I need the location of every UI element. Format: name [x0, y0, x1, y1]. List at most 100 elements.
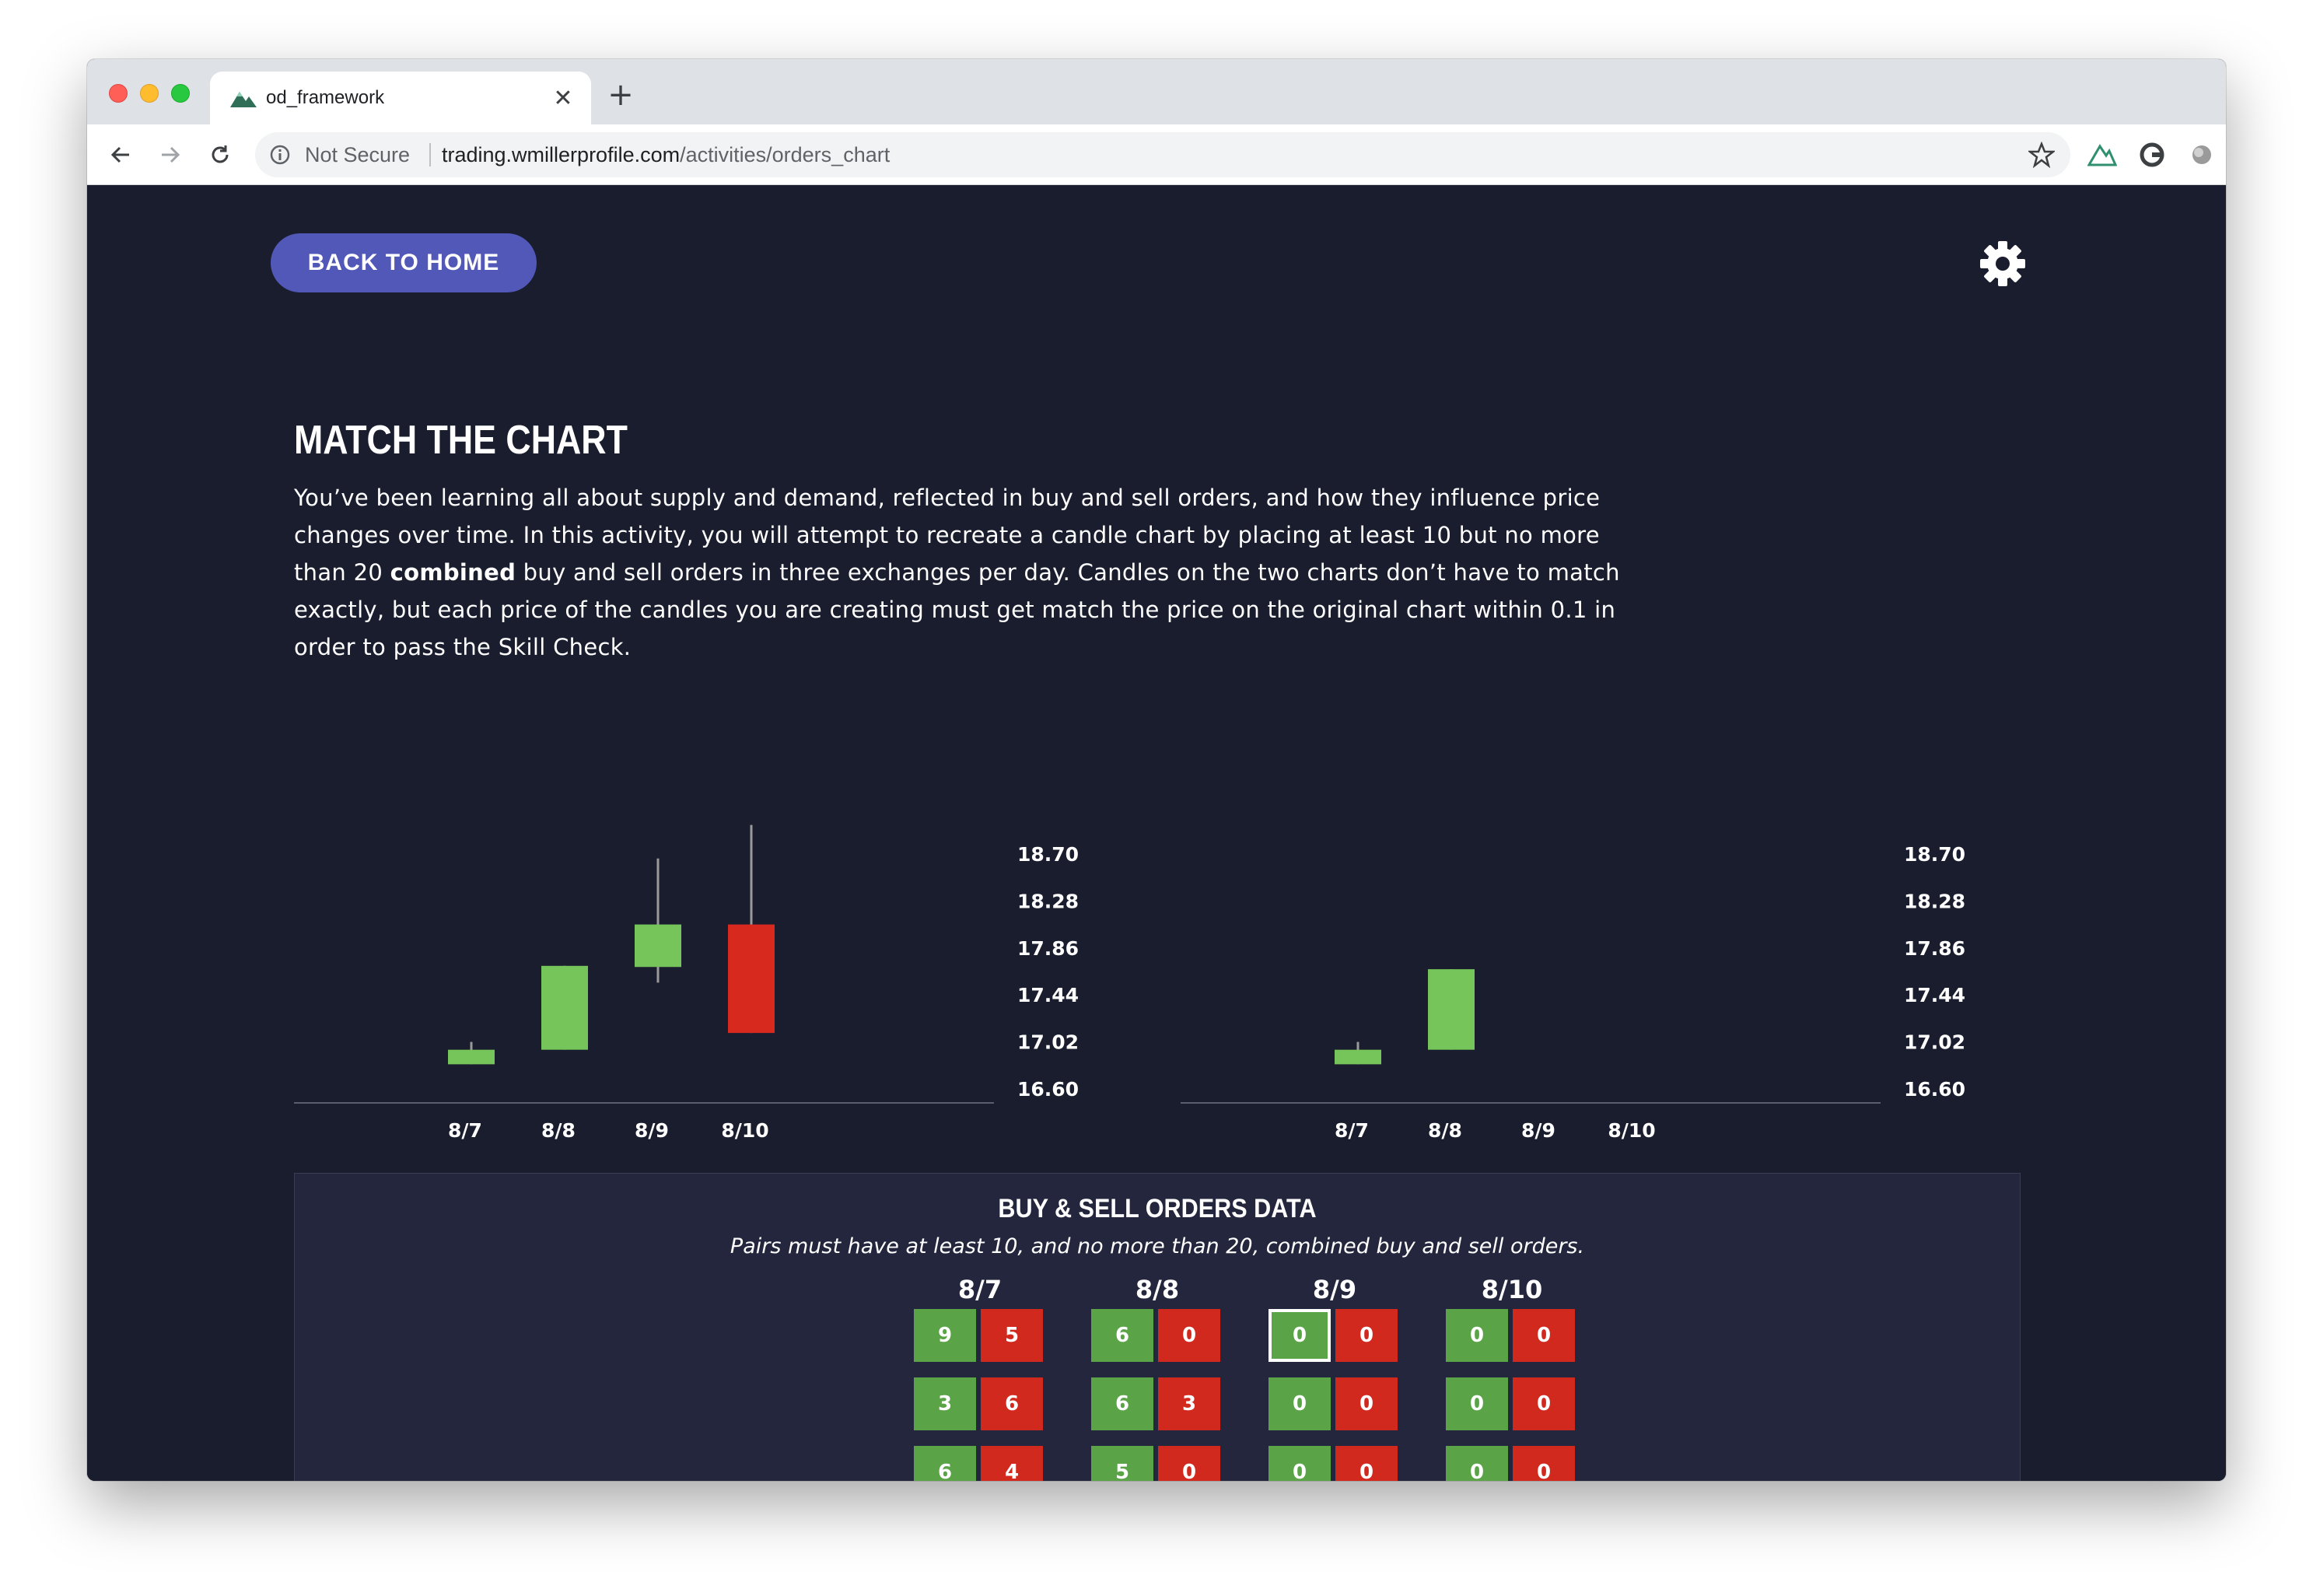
x-tick-label: 8/9 — [635, 1119, 669, 1142]
buy-input[interactable]: 6 — [1091, 1309, 1153, 1362]
tab-strip: od_framework ✕ + — [87, 59, 2226, 124]
back-to-home-button[interactable]: BACK TO HOME — [271, 233, 537, 292]
buy-input[interactable]: 0 — [1446, 1446, 1508, 1481]
sell-input[interactable]: 4 — [981, 1446, 1043, 1481]
sell-input[interactable]: 3 — [1158, 1377, 1220, 1430]
up-candle — [541, 965, 588, 1050]
zoom-window-icon[interactable] — [171, 84, 190, 103]
forward-arrow-icon[interactable] — [152, 137, 188, 173]
sell-input[interactable]: 0 — [1158, 1446, 1220, 1481]
y-tick-label: 18.28 — [1904, 890, 1965, 912]
address-bar[interactable]: Not Secure trading.wmillerprofile.com/ac… — [255, 132, 2070, 177]
browser-tab[interactable]: od_framework ✕ — [210, 72, 591, 124]
x-tick-label: 8/10 — [721, 1119, 768, 1142]
x-tick-label: 8/10 — [1608, 1119, 1655, 1142]
buy-input[interactable]: 5 — [1091, 1446, 1153, 1481]
sell-input[interactable]: 0 — [1513, 1377, 1575, 1430]
circle-extension-icon[interactable] — [2187, 140, 2217, 170]
page-content: BACK TO HOME MATCH THE CHART You’ve been — [87, 185, 2226, 1481]
sell-input[interactable]: 0 — [1335, 1446, 1398, 1481]
x-tick-label: 8/8 — [541, 1119, 576, 1142]
down-candle — [728, 924, 775, 1034]
y-tick-label: 17.02 — [1904, 1031, 1965, 1054]
not-secure-label: Not Secure — [305, 143, 411, 166]
sell-input[interactable]: 6 — [981, 1377, 1043, 1430]
buy-input[interactable]: 6 — [914, 1446, 976, 1481]
intro-text-1: You’ve been learning all about supply an… — [294, 485, 1601, 586]
intro-paragraph: You’ve been learning all about supply an… — [294, 479, 1632, 666]
gear-icon[interactable] — [1979, 240, 2027, 288]
g-extension-icon[interactable] — [2137, 140, 2167, 170]
y-tick-label: 17.86 — [1904, 937, 1965, 960]
back-arrow-icon[interactable] — [103, 137, 138, 173]
buy-input[interactable]: 0 — [1268, 1446, 1331, 1481]
sell-input[interactable]: 0 — [1513, 1309, 1575, 1362]
buy-input[interactable]: 0 — [1268, 1377, 1331, 1430]
tab-title: od_framework — [266, 87, 385, 108]
buy-input[interactable]: 9 — [914, 1309, 976, 1362]
info-icon[interactable] — [269, 144, 291, 166]
url-host: trading.wmillerprofile.com — [442, 143, 681, 166]
y-tick-label: 16.60 — [1904, 1078, 1965, 1101]
y-tick-label: 18.70 — [1904, 843, 1965, 866]
address-separator — [429, 143, 431, 166]
buy-input[interactable]: 0 — [1446, 1377, 1508, 1430]
close-window-icon[interactable] — [109, 84, 128, 103]
mountain-favicon-icon — [230, 92, 257, 107]
y-tick-label: 17.44 — [1017, 984, 1079, 1006]
sell-input[interactable]: 0 — [1158, 1309, 1220, 1362]
minimize-window-icon[interactable] — [140, 84, 159, 103]
sell-input[interactable]: 0 — [1335, 1309, 1398, 1362]
browser-toolbar: Not Secure trading.wmillerprofile.com/ac… — [87, 124, 2226, 185]
buy-input[interactable]: 0 — [1446, 1309, 1508, 1362]
x-tick-label: 8/7 — [448, 1119, 482, 1142]
up-candle — [1335, 1049, 1381, 1065]
original-candle-chart: 18.70 18.28 17.86 17.44 17.02 16.60 8/7 8/8 8/9 8… — [294, 824, 1079, 1142]
url-text[interactable]: trading.wmillerprofile.com/activities/or… — [442, 143, 890, 167]
sell-input[interactable]: 0 — [1335, 1377, 1398, 1430]
up-candle — [1428, 969, 1475, 1050]
orders-title: BUY & SELL ORDERS DATA — [998, 1194, 1317, 1223]
y-tick-label: 18.70 — [1017, 843, 1079, 866]
sell-input[interactable]: 5 — [981, 1309, 1043, 1362]
y-tick-label: 18.28 — [1017, 890, 1079, 912]
reload-icon[interactable] — [202, 137, 238, 173]
tab-close-icon[interactable]: ✕ — [553, 84, 573, 112]
day-label: 8/7 — [957, 1275, 1003, 1304]
new-tab-icon[interactable]: + — [607, 77, 634, 113]
up-candle — [448, 1049, 495, 1065]
y-tick-label: 17.44 — [1904, 984, 1965, 1006]
buy-input[interactable]: 6 — [1091, 1377, 1153, 1430]
buy-input[interactable]: 0 — [1268, 1309, 1331, 1362]
y-tick-label: 17.86 — [1017, 937, 1079, 960]
day-label: 8/10 — [1481, 1275, 1543, 1304]
browser-window: od_framework ✕ + Not Secure trading.wmil… — [87, 59, 2226, 1481]
x-tick-label: 8/8 — [1428, 1119, 1462, 1142]
url-path: /activities/orders_chart — [680, 143, 891, 166]
buy-input[interactable]: 3 — [914, 1377, 976, 1430]
bookmark-star-icon[interactable] — [2028, 142, 2055, 168]
recreated-candle-chart: 18.70 18.28 17.86 17.44 17.02 16.60 8/7 8/8 8/9 8… — [1181, 843, 1965, 1142]
sell-input[interactable]: 0 — [1513, 1446, 1575, 1481]
page-title: MATCH THE CHART — [294, 418, 628, 463]
y-tick-label: 17.02 — [1017, 1031, 1079, 1054]
intro-text-2: buy and sell orders in three exchanges p… — [294, 559, 1620, 660]
day-label: 8/9 — [1312, 1275, 1357, 1304]
x-tick-label: 8/7 — [1335, 1119, 1369, 1142]
orders-panel: BUY & SELL ORDERS DATA Pairs must have a… — [294, 1173, 2021, 1481]
mountain-extension-icon[interactable] — [2087, 140, 2117, 170]
